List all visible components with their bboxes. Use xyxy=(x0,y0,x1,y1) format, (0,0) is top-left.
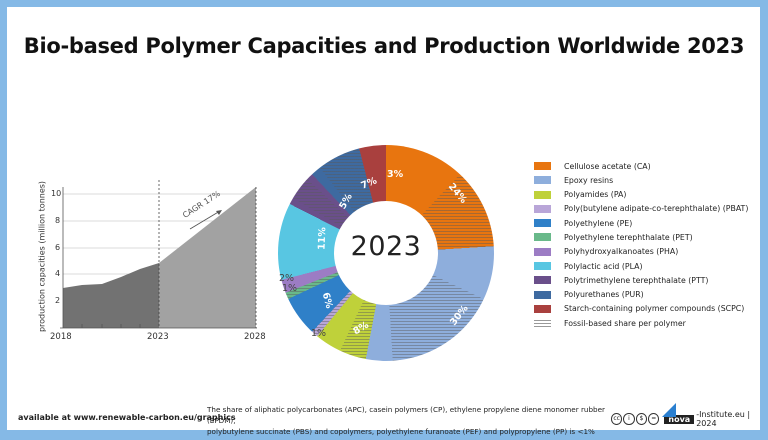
legend-label: Polytrimethylene terephthalate (PTT) xyxy=(564,275,709,285)
legend-label: Starch-containing polymer compounds (SCP… xyxy=(564,304,745,314)
cc-license-icon: cc xyxy=(611,413,623,425)
legend-label: Fossil-based share per polymer xyxy=(564,318,686,328)
legend-swatch xyxy=(534,219,551,228)
x-tick: 2028 xyxy=(244,332,266,342)
legend-item: Polylactic acid (PLA) xyxy=(534,259,748,273)
legend-label: Polyurethanes (PUR) xyxy=(564,290,644,300)
footnote: The share of aliphatic polycarbonates (A… xyxy=(207,404,617,437)
legend: Cellulose acetate (CA) Epoxy resins Poly… xyxy=(534,159,748,331)
legend-item: Epoxy resins xyxy=(534,173,748,187)
legend-item: Polytrimethylene terephthalate (PTT) xyxy=(534,273,748,287)
donut-hole xyxy=(334,201,438,305)
legend-swatch xyxy=(534,176,551,185)
slice-label-pha: 2% xyxy=(279,273,295,284)
legend-item: Cellulose acetate (CA) xyxy=(534,159,748,173)
legend-item: Polyethylene (PE) xyxy=(534,216,748,230)
legend-swatch xyxy=(534,290,551,299)
legend-label: Polyethylene (PE) xyxy=(564,218,633,228)
legend-item: Polyamides (PA) xyxy=(534,188,748,202)
legend-swatch xyxy=(534,204,551,213)
credit-text: -Institute.eu | 2024 xyxy=(696,410,751,428)
legend-label: Polyamides (PA) xyxy=(564,190,627,200)
cc-nc-icon: $ xyxy=(635,413,648,425)
legend-swatch xyxy=(534,162,551,170)
legend-swatch xyxy=(534,247,551,256)
x-tick: 2023 xyxy=(147,332,169,342)
legend-label: Polyhydroxyalkanoates (PHA) xyxy=(564,247,679,257)
nova-sail-icon xyxy=(662,402,677,417)
y-tick: 2 xyxy=(55,296,61,305)
x-tick: 2018 xyxy=(50,332,72,342)
y-tick: 10 xyxy=(51,189,62,198)
y-axis-label: production capacities (million tonnes) xyxy=(37,180,47,333)
legend-label: Polyethylene terephthalate (PET) xyxy=(564,232,693,242)
credit-block: cc i $ = nova -Institute.eu | 2024 xyxy=(611,402,768,428)
donut-center-label: 2023 xyxy=(350,231,422,262)
legend-swatch xyxy=(534,233,551,242)
legend-label: Cellulose acetate (CA) xyxy=(564,161,651,171)
legend-label: Poly(butylene adipate-co-terephthalate) … xyxy=(564,204,749,214)
nova-logo-text: nova xyxy=(668,414,691,424)
slice-label-pbat: 1% xyxy=(311,328,327,339)
legend-label: Polylactic acid (PLA) xyxy=(564,261,643,271)
legend-label: Epoxy resins xyxy=(564,175,614,185)
legend-item: Starch-containing polymer compounds (SCP… xyxy=(534,302,748,316)
legend-item: Polyethylene terephthalate (PET) xyxy=(534,230,748,244)
y-tick: 6 xyxy=(55,243,61,252)
legend-swatch xyxy=(534,262,551,271)
page-title: Bio-based Polymer Capacities and Product… xyxy=(23,34,745,58)
area-plot xyxy=(60,180,257,329)
slice-label-pet: 1% xyxy=(282,283,298,294)
footnote-line: polybutylene succinate (PBS) and copolym… xyxy=(207,427,595,436)
hatch-swatch-icon xyxy=(534,319,551,328)
nova-logo: nova xyxy=(662,402,695,424)
capacity-area-chart: production capacities (million tonnes) 1… xyxy=(30,170,270,350)
slice-label-pla: 11% xyxy=(316,226,329,251)
legend-item: Fossil-based share per polymer xyxy=(534,316,748,330)
slice-label-scpc: 3% xyxy=(387,169,404,180)
y-tick: 8 xyxy=(55,216,61,225)
legend-item: Polyurethanes (PUR) xyxy=(534,288,748,302)
cc-nd-icon: = xyxy=(648,413,660,425)
legend-swatch xyxy=(534,190,551,199)
legend-swatch xyxy=(534,276,551,285)
legend-swatch xyxy=(534,304,551,313)
footnote-line: The share of aliphatic polycarbonates (A… xyxy=(207,405,605,425)
cc-by-icon: i xyxy=(623,413,635,425)
legend-item: Poly(butylene adipate-co-terephthalate) … xyxy=(534,202,748,216)
source-link[interactable]: available at www.renewable-carbon.eu/gra… xyxy=(18,413,236,422)
y-tick: 4 xyxy=(55,269,61,278)
legend-item: Polyhydroxyalkanoates (PHA) xyxy=(534,245,748,259)
